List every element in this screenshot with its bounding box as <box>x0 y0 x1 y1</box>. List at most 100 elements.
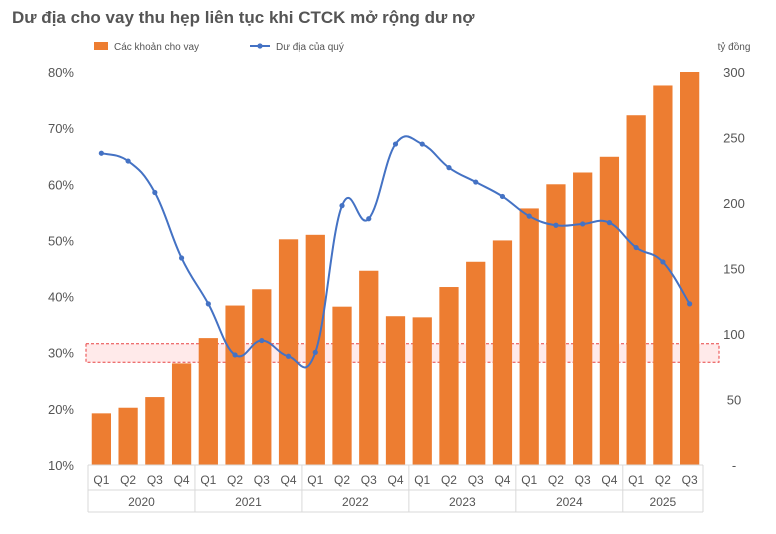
bar <box>546 184 566 466</box>
year-label: 2024 <box>556 495 583 509</box>
line-point <box>285 353 292 359</box>
bar <box>91 413 111 465</box>
quarter-label: Q2 <box>655 473 671 487</box>
legend-bar-swatch <box>94 42 108 50</box>
right-tick-label: 200 <box>723 196 745 211</box>
line-point <box>633 244 639 251</box>
quarter-label: Q4 <box>494 473 510 487</box>
bar <box>332 306 352 465</box>
bar <box>653 85 673 465</box>
right-tick-label: 300 <box>723 65 745 80</box>
bar <box>225 305 245 465</box>
bar <box>626 115 646 465</box>
bar <box>359 270 379 465</box>
bar <box>118 407 138 465</box>
bar <box>680 72 700 465</box>
line-point <box>125 158 131 164</box>
line-point <box>606 220 613 226</box>
quarter-label: Q1 <box>521 473 537 487</box>
left-tick-label: 40% <box>48 290 74 305</box>
quarter-label: Q2 <box>548 473 564 487</box>
line-point <box>446 165 452 171</box>
bar <box>519 208 539 466</box>
quarter-label: Q3 <box>682 473 698 487</box>
left-tick-label: 10% <box>48 458 74 473</box>
line-point <box>339 203 345 209</box>
quarter-label: Q3 <box>147 473 163 487</box>
legend-bar-label: Các khoản cho vay <box>114 42 199 53</box>
quarter-label: Q2 <box>120 473 136 487</box>
line-point <box>660 259 666 265</box>
line-point <box>419 141 425 147</box>
right-tick-label: 250 <box>723 131 745 146</box>
line-point <box>205 301 211 307</box>
left-tick-label: 50% <box>48 233 74 248</box>
bar <box>252 289 272 465</box>
right-tick-label: 150 <box>723 262 745 277</box>
quarter-label: Q2 <box>227 473 243 487</box>
quarter-label: Q3 <box>468 473 484 487</box>
line-point <box>580 221 586 227</box>
bar <box>492 240 513 465</box>
line-point <box>178 255 185 261</box>
line-point <box>473 179 479 185</box>
year-label: 2025 <box>650 495 677 509</box>
bar <box>573 172 593 465</box>
left-tick-label: 60% <box>48 177 74 192</box>
right-tick-label: - <box>732 458 736 473</box>
legend-line-label: Dư địa của quý <box>276 41 344 53</box>
left-tick-label: 30% <box>48 346 74 361</box>
bar <box>145 397 165 465</box>
bar <box>385 316 406 465</box>
bar <box>278 239 299 465</box>
quarter-label: Q1 <box>93 473 109 487</box>
bar <box>599 156 620 466</box>
bar <box>171 363 192 465</box>
line-point <box>366 216 372 222</box>
year-label: 2023 <box>449 495 476 509</box>
quarter-label: Q4 <box>174 473 190 487</box>
left-tick-label: 20% <box>48 402 74 417</box>
line-point <box>152 189 158 196</box>
bar <box>412 317 432 465</box>
line-point <box>687 301 693 307</box>
line-point <box>312 349 318 355</box>
axes: 10% 20% 30% 40% 50% 60% 70% 80% - 50 100 150 200 250 3… <box>48 41 751 513</box>
chart-title: Dư địa cho vay thu hẹp liên tục khi CTCK… <box>12 8 475 27</box>
line-point <box>259 337 265 344</box>
legend: Các khoản cho vay Dư địa của quý <box>94 41 344 53</box>
quarter-label: Q4 <box>387 473 403 487</box>
bar <box>439 287 459 465</box>
year-label: 2020 <box>128 495 155 509</box>
line-point <box>499 193 506 200</box>
bar <box>466 261 486 465</box>
left-tick-label: 70% <box>48 121 74 136</box>
quarter-label: Q2 <box>334 473 350 487</box>
line-series <box>98 135 693 369</box>
quarter-label: Q3 <box>575 473 591 487</box>
quarter-label: Q3 <box>361 473 377 487</box>
right-axis-unit: tỷ đồng <box>718 41 751 53</box>
left-tick-label: 80% <box>48 65 74 80</box>
bar-series <box>91 72 700 466</box>
right-tick-label: 50 <box>727 393 741 408</box>
quarter-label: Q4 <box>281 473 297 487</box>
quarter-label: Q2 <box>441 473 457 487</box>
quarter-label: Q1 <box>307 473 323 487</box>
quarter-label: Q3 <box>254 473 270 487</box>
quarter-label: Q1 <box>414 473 430 487</box>
quarter-label: Q1 <box>628 473 644 487</box>
quarter-label: Q4 <box>601 473 617 487</box>
legend-line-marker <box>257 43 263 49</box>
line-point <box>526 213 532 219</box>
year-label: 2021 <box>235 495 262 509</box>
bar <box>198 338 218 465</box>
line-point <box>392 141 399 147</box>
year-label: 2022 <box>342 495 369 509</box>
quarter-label: Q1 <box>200 473 216 487</box>
line-point <box>232 352 238 358</box>
line-point <box>553 222 559 228</box>
right-tick-label: 100 <box>723 327 745 342</box>
line-point <box>98 150 104 156</box>
